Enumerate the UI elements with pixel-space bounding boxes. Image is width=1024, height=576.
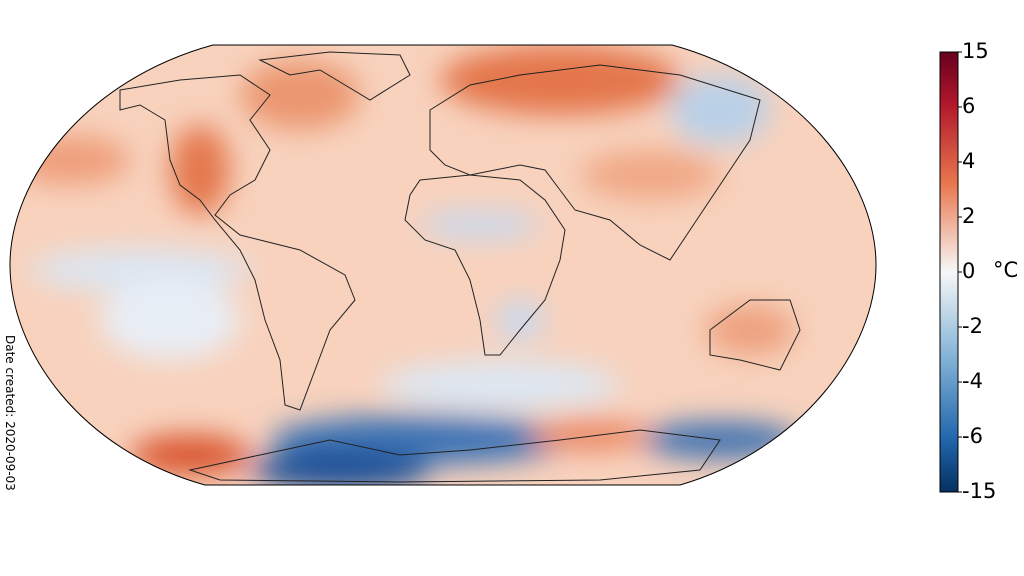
- colorbar-tick-label: -6: [962, 424, 983, 448]
- coastlines: [119, 51, 801, 483]
- colorbar-tick-label: -4: [962, 369, 983, 393]
- date-created: Date created: 2020-09-03: [3, 335, 17, 491]
- colorbar-tick-label: 15: [962, 39, 989, 63]
- colorbar-tick-label: 4: [962, 149, 975, 173]
- colorbar: [939, 51, 959, 493]
- colorbar-tick-label: 6: [962, 94, 975, 118]
- colorbar-tick-label: 2: [962, 204, 975, 228]
- anomaly-field: [10, 45, 876, 485]
- colorbar-tick-label: -15: [962, 479, 996, 503]
- colorbar-unit: °C: [993, 258, 1018, 282]
- colorbar-tick-label: 0: [962, 259, 975, 283]
- colorbar-ticks: 15 6 4 2 0 -2 -4 -6 -15: [958, 39, 996, 503]
- colorbar-tick-label: -2: [962, 314, 983, 338]
- map-border: [9, 44, 877, 486]
